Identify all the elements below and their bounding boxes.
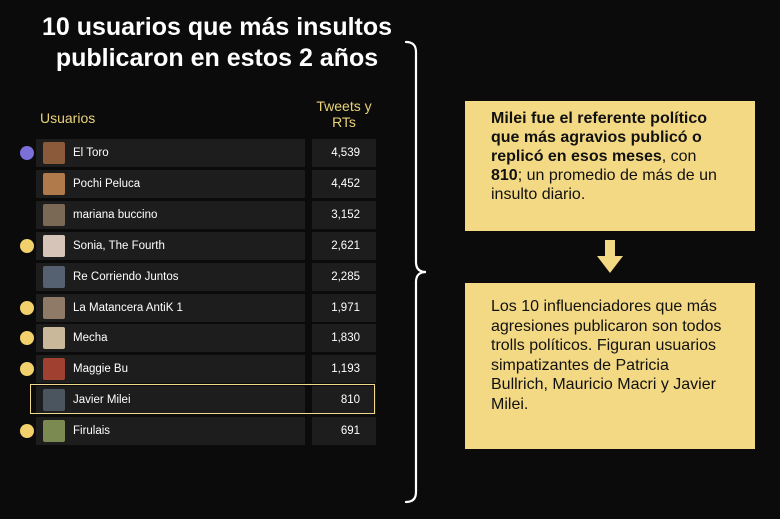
user-name: Sonia, The Fourth [73,239,165,252]
user-cell: La Matancera AntiK 1 [36,293,305,322]
yellow-dot-icon [20,362,34,377]
user-name: Mecha [73,332,108,345]
callout-influencers: Los 10 influenciadores que más agresione… [465,283,755,449]
user-cell: Pochi Peluca [36,169,305,198]
table-row: Mecha 1,830 [0,324,380,353]
user-cell: El Toro [36,139,305,167]
tweets-value: 2,621 [331,239,360,252]
tweets-cell: 1,193 [312,355,376,384]
title-line-2: publicaron en estos 2 años [55,44,379,72]
column-header-tweets-line-1: Tweets y [316,98,372,114]
callout-milei-bold: Milei fue el referente político que más … [491,110,708,165]
column-header-tweets: Tweets y RTs [312,98,376,130]
column-header-tweets-line-2: RTs [332,114,356,130]
user-name: mariana buccino [73,208,158,221]
user-name: La Matancera AntiK 1 [73,301,183,314]
table-row: Javier Milei 810 [0,386,380,415]
tweets-value: 1,830 [331,332,360,345]
callout-milei-rest: ; un promedio de más de un insulto diari… [491,167,717,203]
avatar [43,296,65,319]
avatar [43,172,65,195]
table-row: El Toro 4,539 [0,139,380,167]
avatar [43,389,65,412]
yellow-dot-icon [20,424,34,439]
user-name: Javier Milei [73,394,131,407]
avatar [43,420,65,443]
highlight-milei-row [30,384,375,414]
tweets-value: 691 [340,425,360,438]
table-row: Pochi Peluca 4,452 [0,169,380,198]
tweets-value: 1,193 [331,363,360,376]
tweets-cell: 2,621 [312,231,376,260]
tweets-value: 1,971 [331,301,360,314]
tweets-value: 810 [340,394,360,407]
table-row: Re Corriendo Juntos 2,285 [0,262,380,291]
table-row: Sonia, The Fourth 2,621 [0,231,380,260]
user-name: Firulais [73,425,111,438]
brace-connector [404,40,427,504]
avatar [43,203,65,226]
callout-milei-number: 810 [491,167,518,184]
user-name: Re Corriendo Juntos [73,270,179,283]
yellow-dot-icon [20,300,34,315]
avatar [43,327,65,350]
callout-milei: Milei fue el referente político que más … [465,101,755,231]
user-name: Maggie Bu [73,363,128,376]
yellow-dot-icon [20,331,34,346]
user-name: El Toro [73,147,109,159]
tweets-cell: 3,152 [312,200,376,229]
tweets-value: 4,452 [331,177,360,190]
page-title: 10 usuarios que más insultos publicaron … [22,12,412,74]
user-cell: Javier Milei [36,386,305,415]
tweets-cell: 4,452 [312,169,376,198]
tweets-cell: 1,830 [312,324,376,353]
user-cell: Mecha [36,324,305,353]
tweets-cell: 691 [312,417,376,446]
tweets-cell: 4,539 [312,139,376,167]
table-row: mariana buccino 3,152 [0,200,380,229]
tweets-cell: 1,971 [312,293,376,322]
title-line-1: 10 usuarios que más insultos [41,13,393,41]
callout-milei-mid: , con [661,148,697,165]
purple-dot-icon [20,146,34,160]
tweets-value: 2,285 [331,270,360,283]
user-name: Pochi Peluca [73,177,141,190]
table-row: Firulais 691 [0,417,380,446]
avatar [43,234,65,257]
table-row: Maggie Bu 1,193 [0,355,380,384]
avatar [43,358,65,381]
user-cell: mariana buccino [36,200,305,229]
avatar [43,265,65,288]
column-header-users: Usuarios [40,110,96,126]
user-cell: Maggie Bu [36,355,305,384]
tweets-value: 3,152 [331,208,360,221]
user-cell: Re Corriendo Juntos [36,262,305,291]
user-cell: Firulais [36,417,305,446]
tweets-value: 4,539 [331,147,360,159]
tweets-cell: 2,285 [312,262,376,291]
tweets-cell: 810 [312,386,376,415]
user-cell: Sonia, The Fourth [36,231,305,260]
arrow-down-icon [597,240,623,273]
avatar [43,142,65,164]
table-row: La Matancera AntiK 1 1,971 [0,293,380,322]
yellow-dot-icon [20,238,34,253]
